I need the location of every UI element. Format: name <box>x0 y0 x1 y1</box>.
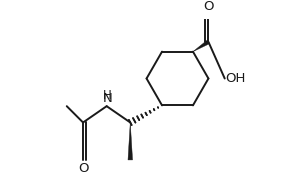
Text: O: O <box>203 0 214 13</box>
Polygon shape <box>128 122 133 160</box>
Text: N: N <box>103 92 112 105</box>
Polygon shape <box>193 40 209 52</box>
Text: OH: OH <box>226 72 246 85</box>
Text: H: H <box>103 89 112 102</box>
Text: O: O <box>78 162 88 175</box>
